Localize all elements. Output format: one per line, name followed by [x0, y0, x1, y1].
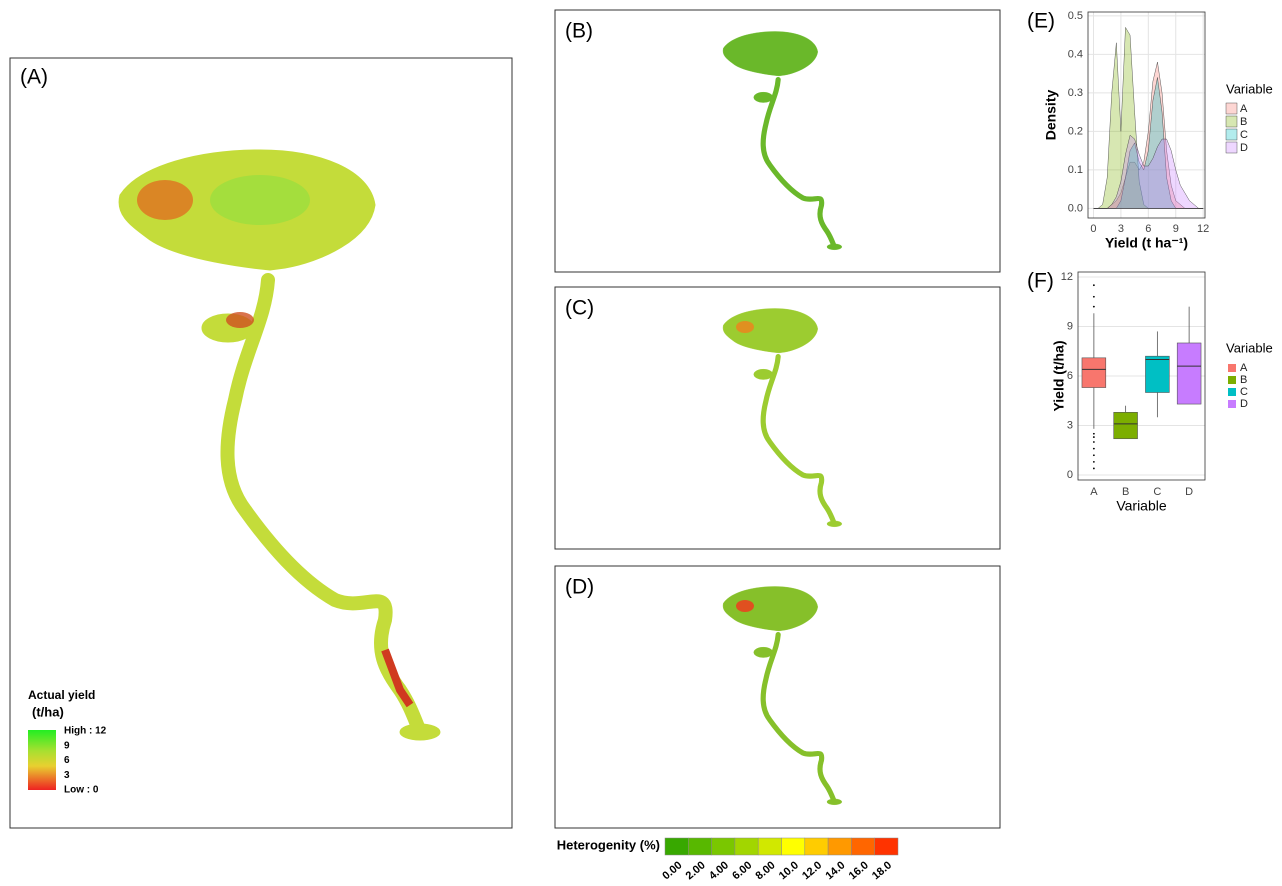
color-ramp [28, 730, 56, 790]
y-tick-label: 0.3 [1068, 87, 1083, 99]
legend-label: Low : 0 [64, 785, 99, 796]
panel-label: (C) [565, 297, 594, 320]
x-tick-label: 12 [1197, 223, 1209, 235]
outlier [1093, 296, 1095, 298]
outlier [1093, 454, 1095, 456]
legend-label: 10.0 [777, 859, 801, 882]
panel-label: (B) [565, 20, 593, 43]
legend-label: 8.00 [754, 859, 778, 882]
map-patch [736, 321, 754, 333]
legend-swatch [1226, 103, 1237, 114]
legend-label: 4.00 [707, 859, 731, 882]
outlier [1093, 433, 1095, 435]
legend-swatch [1228, 364, 1236, 372]
outlier [1093, 436, 1095, 438]
legend-label: 14.0 [823, 859, 847, 882]
legend-label: B [1240, 116, 1247, 128]
legend-unit: (t/ha) [32, 704, 64, 719]
legend-label: B [1240, 374, 1247, 386]
legend-label: A [1240, 103, 1248, 115]
legend-swatch [665, 838, 688, 855]
x-tick-label: 3 [1118, 223, 1124, 235]
legend-label: 12.0 [800, 859, 824, 882]
map-patch [226, 312, 254, 328]
legend-label: High : 12 [64, 726, 107, 737]
x-tick-label: A [1090, 486, 1098, 498]
y-tick-label: 0.5 [1068, 10, 1083, 22]
y-tick-label: 0.1 [1068, 164, 1083, 176]
legend-label: 18.0 [870, 859, 894, 882]
panel-label: (E) [1027, 10, 1055, 33]
legend-title: Variable [1226, 340, 1273, 355]
x-axis-title: Variable [1116, 498, 1167, 514]
outlier [1093, 468, 1095, 470]
legend-label: D [1240, 398, 1248, 410]
legend-swatch [735, 838, 758, 855]
legend-label: D [1240, 142, 1248, 154]
legend-swatch [1228, 388, 1236, 396]
legend-title: Heterogenity (%) [557, 837, 660, 852]
legend-swatch [805, 838, 828, 855]
legend-swatch [1226, 116, 1237, 127]
x-tick-label: D [1185, 486, 1193, 498]
y-tick-label: 12 [1061, 271, 1073, 283]
x-tick-label: B [1122, 486, 1129, 498]
legend-swatch [1228, 400, 1236, 408]
panel-label: (F) [1027, 270, 1054, 293]
outlier [1093, 441, 1095, 443]
map-patch [210, 175, 310, 225]
box [1177, 343, 1201, 404]
legend-swatch [828, 838, 851, 855]
x-tick-label: C [1153, 486, 1161, 498]
y-tick-label: 0.4 [1068, 48, 1083, 60]
legend-title: Actual yield [28, 688, 95, 702]
legend-swatch [1226, 129, 1237, 140]
x-tick-label: 6 [1145, 223, 1151, 235]
y-tick-label: 9 [1067, 320, 1073, 332]
legend-label: C [1240, 129, 1248, 141]
y-axis-title: Density [1043, 90, 1059, 141]
x-tick-label: 0 [1090, 223, 1096, 235]
y-axis-title: Yield (t/ha) [1051, 340, 1067, 411]
figure: (A) Actual yield (t/ha) High : 12 9 6 3 Low … [0, 0, 1282, 886]
box [1114, 412, 1138, 438]
legend-label: 2.00 [684, 859, 708, 882]
legend-swatch [875, 838, 898, 855]
legend-label: 3 [64, 770, 70, 781]
legend-label: 6 [64, 755, 70, 766]
y-tick-label: 0 [1067, 469, 1073, 481]
panel-label: (D) [565, 576, 594, 599]
x-axis-title: Yield (t ha⁻¹) [1105, 235, 1188, 251]
legend-swatch [782, 838, 805, 855]
legend-swatch [758, 838, 781, 855]
outlier [1093, 448, 1095, 450]
legend-label: 6.00 [730, 859, 754, 882]
y-tick-label: 0.0 [1068, 202, 1083, 214]
legend-label: 9 [64, 740, 70, 751]
legend-title: Variable [1226, 81, 1273, 96]
y-tick-label: 3 [1067, 419, 1073, 431]
outlier [1093, 306, 1095, 308]
y-tick-label: 0.2 [1068, 125, 1083, 137]
legend-label: 16.0 [847, 859, 871, 882]
legend-swatch [712, 838, 735, 855]
legend-swatch [851, 838, 874, 855]
outlier [1093, 284, 1095, 286]
panel-label: (A) [20, 66, 48, 89]
box [1145, 356, 1169, 392]
legend-swatch [1228, 376, 1236, 384]
outlier [1093, 461, 1095, 463]
legend-label: 0.00 [660, 859, 684, 882]
y-tick-label: 6 [1067, 370, 1073, 382]
x-tick-label: 9 [1173, 223, 1179, 235]
box [1082, 358, 1106, 388]
legend-swatch [688, 838, 711, 855]
map-patch [736, 600, 754, 612]
legend-swatch [1226, 142, 1237, 153]
legend-label: C [1240, 386, 1248, 398]
legend-label: A [1240, 362, 1248, 374]
map-patch [137, 180, 193, 220]
